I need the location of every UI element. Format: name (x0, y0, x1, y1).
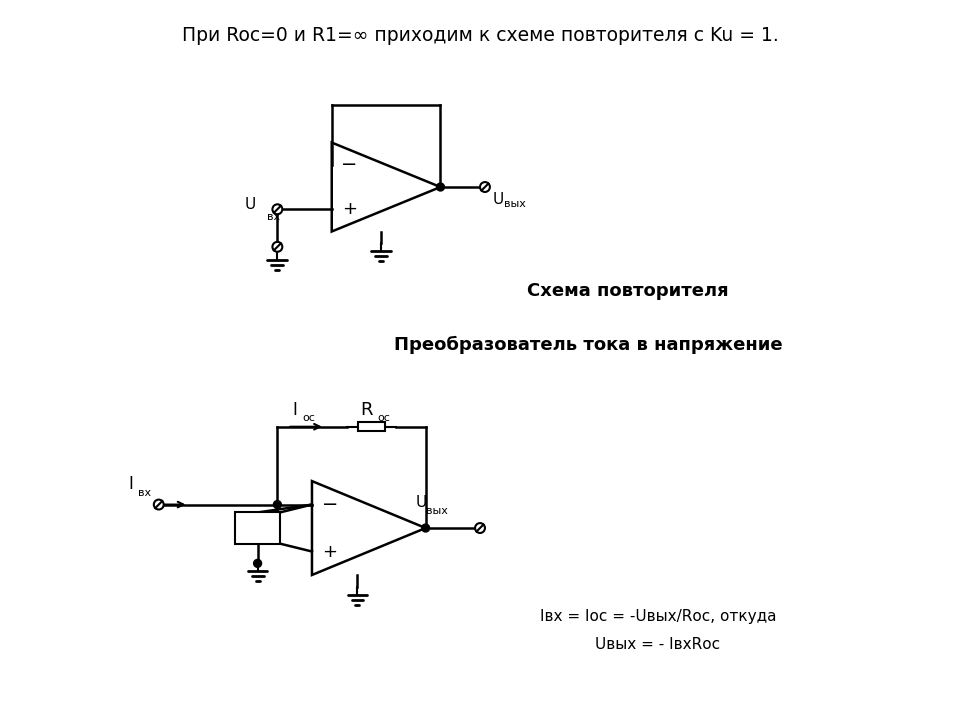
Text: R: R (360, 401, 372, 419)
Text: +: + (323, 542, 337, 560)
Text: Iвх = Iос = -Uвых/Rос, откуда: Iвх = Iос = -Uвых/Rос, откуда (540, 610, 777, 624)
Text: Uвых = - IвхRос: Uвых = - IвхRос (595, 637, 720, 652)
Text: вых: вых (425, 506, 447, 516)
Text: вых: вых (504, 199, 525, 209)
Bar (235, 513, 280, 544)
Circle shape (253, 559, 261, 567)
Text: ос: ос (377, 413, 390, 423)
Text: U: U (416, 495, 427, 510)
Text: U: U (492, 192, 504, 207)
Bar (358, 422, 385, 431)
Circle shape (154, 500, 164, 510)
Circle shape (273, 242, 282, 252)
Text: вх: вх (268, 212, 280, 222)
Text: U: U (245, 197, 255, 212)
Text: −: − (322, 495, 338, 514)
Circle shape (421, 524, 429, 532)
Circle shape (274, 500, 281, 508)
Text: При Roc=0 и R1=∞ приходим к схеме повторителя с Ku = 1.: При Roc=0 и R1=∞ приходим к схеме повтор… (181, 27, 779, 45)
Text: Преобразователь тока в напряжение: Преобразователь тока в напряжение (395, 336, 783, 354)
Text: I: I (293, 401, 298, 419)
Circle shape (475, 523, 485, 533)
Text: U: U (242, 519, 253, 537)
Text: ос: ос (302, 413, 315, 423)
Circle shape (273, 204, 282, 215)
Text: −: − (342, 156, 358, 174)
Text: +: + (342, 200, 357, 218)
Circle shape (480, 182, 490, 192)
Text: I: I (129, 474, 133, 492)
Text: Схема повторителя: Схема повторителя (527, 282, 729, 300)
Text: вх: вх (138, 487, 151, 498)
Text: 0: 0 (255, 529, 264, 542)
Circle shape (437, 183, 444, 191)
